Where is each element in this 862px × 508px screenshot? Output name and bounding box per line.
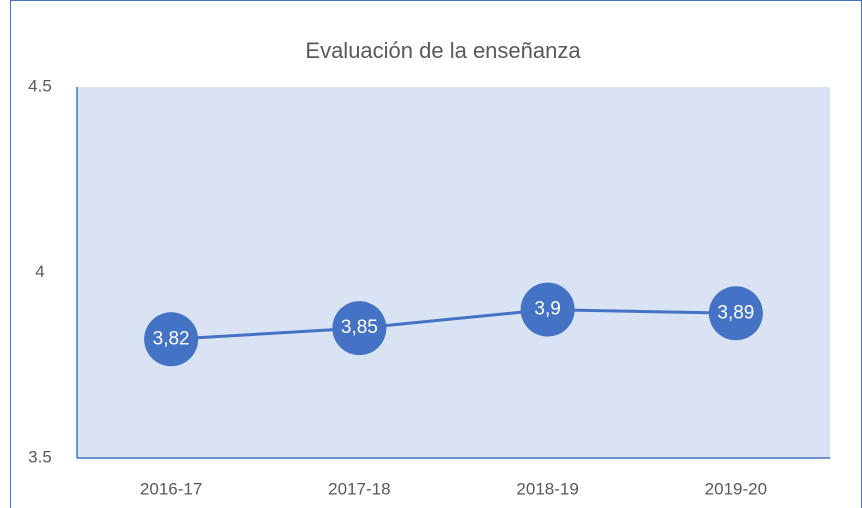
x-tick-label: 2019-20: [705, 479, 767, 498]
y-tick-label: 4.5: [28, 76, 52, 95]
plot-area: [77, 87, 830, 458]
data-label: 3,9: [534, 299, 560, 320]
data-marker: [708, 286, 763, 341]
x-tick-label: 2018-19: [516, 479, 578, 498]
data-marker: [520, 282, 575, 337]
data-line: [171, 308, 736, 341]
x-tick-label: 2017-18: [328, 479, 390, 498]
y-tick-label: 3.5: [28, 447, 52, 466]
data-label: 3,82: [153, 328, 190, 349]
data-marker: [332, 301, 387, 356]
data-marker: [144, 312, 199, 367]
data-label: 3,89: [717, 302, 754, 323]
x-tick-label: 2016-17: [140, 479, 202, 498]
y-tick-label: 4: [35, 262, 44, 281]
chart-title: Evaluación de la enseñanza: [305, 38, 581, 63]
data-label: 3,85: [341, 317, 378, 338]
